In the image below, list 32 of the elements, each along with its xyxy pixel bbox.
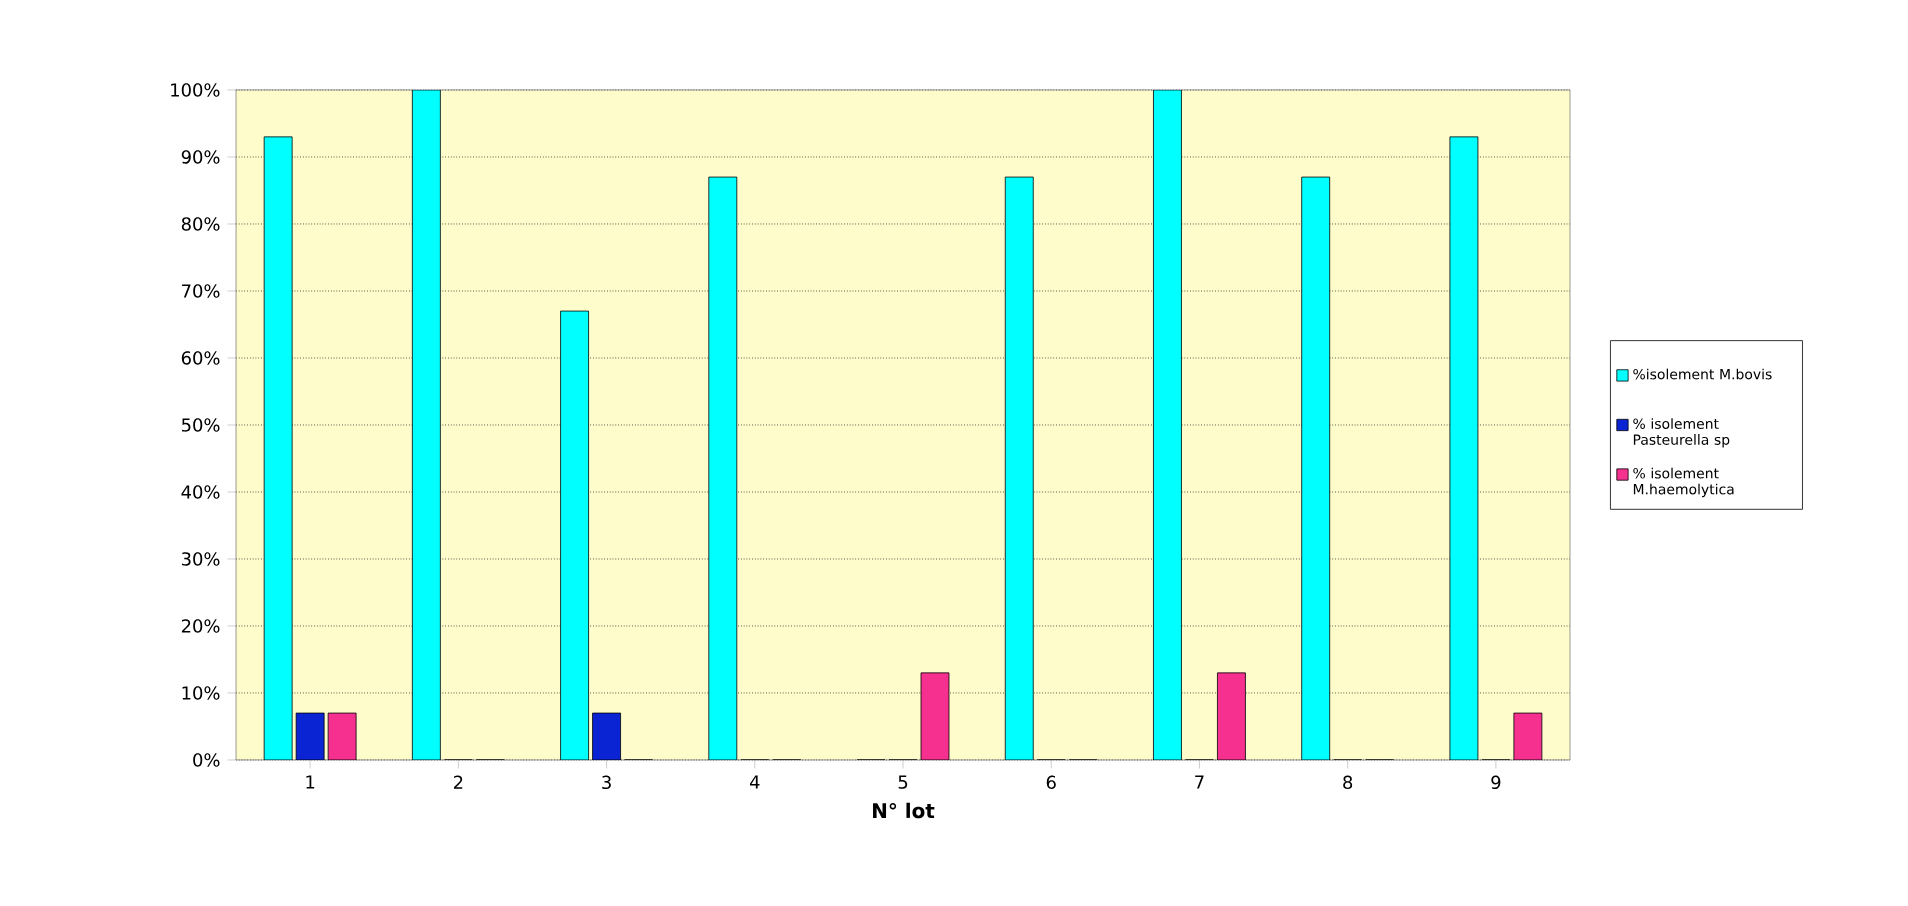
bar	[1004, 176, 1034, 760]
bar	[708, 176, 738, 760]
y-tick-label: 80%	[181, 217, 220, 231]
y-tick-label: 70%	[182, 284, 220, 298]
x-tick-label: 6	[1046, 775, 1056, 790]
bar	[411, 89, 441, 760]
bar	[263, 136, 293, 760]
y-tick-label: 0%	[193, 753, 220, 767]
bar	[1301, 176, 1331, 760]
bar	[592, 712, 621, 760]
y-tick-label: 100%	[171, 83, 220, 97]
y-tick-label: 40%	[181, 485, 220, 499]
y-tick-label: 20%	[181, 619, 220, 633]
bar	[920, 672, 950, 760]
bar	[1449, 136, 1479, 760]
x-tick-label: 7	[1195, 775, 1204, 789]
x-tick-label: 1	[306, 775, 315, 789]
x-tick-label: 3	[602, 775, 611, 790]
y-tick-label: 90%	[181, 150, 220, 164]
y-tick-label: 50%	[181, 418, 220, 432]
y-tick-label: 30%	[181, 552, 220, 566]
x-axis-title: N° lot	[873, 802, 935, 819]
x-tick-label: 8	[1343, 775, 1353, 790]
x-tick-label: 5	[898, 775, 908, 789]
x-tick-label: 2	[453, 775, 463, 789]
bar	[1153, 89, 1182, 760]
y-tick-label: 10%	[182, 686, 220, 700]
x-tick-label: 9	[1491, 775, 1501, 790]
y-tick-label: 60%	[181, 351, 220, 365]
bar	[560, 310, 589, 760]
bar	[1217, 672, 1246, 760]
x-tick-label: 4	[749, 775, 760, 789]
